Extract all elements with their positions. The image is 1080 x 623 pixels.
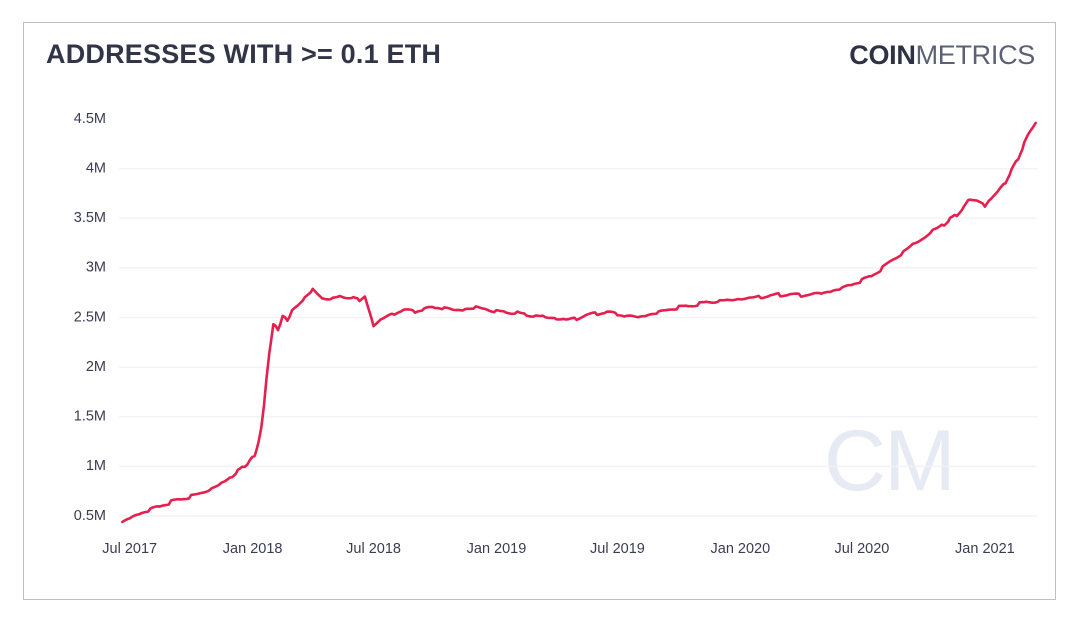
y-axis-tick-label: 4M — [86, 160, 106, 176]
series-group — [121, 121, 1037, 524]
x-axis-tick-label: Jan 2021 — [955, 541, 1015, 557]
y-axis-tick-label: 3M — [86, 260, 106, 276]
logo-coin-text: COIN — [849, 40, 916, 70]
x-axis-tick-label: Jul 2017 — [102, 541, 157, 557]
line-chart: 0.5M 1M 1.5M 2M 2.5M 3M 3.5M 4M 4.5M Jul 2017 Jan… — [74, 111, 1037, 557]
series-line-1 — [121, 121, 1037, 524]
y-axis-tick-label: 2.5M — [74, 309, 106, 325]
y-axis-tick-label: 1.5M — [74, 409, 106, 425]
x-axis-tick-label: Jul 2018 — [346, 541, 401, 557]
page-title: ADDRESSES WITH >= 0.1 ETH — [46, 39, 442, 69]
chart-card: ADDRESSES WITH >= 0.1 ETH COINMETRICS CM… — [23, 22, 1056, 600]
cm-watermark: CM — [824, 413, 956, 509]
x-axis-tick-label: Jan 2019 — [467, 541, 527, 557]
y-axis-tick-label: 0.5M — [74, 508, 106, 524]
y-axis-labels-group: 0.5M 1M 1.5M 2M 2.5M 3M 3.5M 4M 4.5M — [74, 111, 106, 524]
x-axis-tick-label: Jul 2020 — [835, 541, 890, 557]
x-axis-labels-group: Jul 2017 Jan 2018 Jul 2018 Jan 2019 Jul 2019… — [102, 541, 1014, 557]
x-axis-tick-label: Jan 2020 — [711, 541, 771, 557]
y-axis-tick-label: 4.5M — [74, 111, 106, 127]
y-axis-tick-label: 1M — [86, 458, 106, 474]
x-axis-tick-label: Jan 2018 — [223, 541, 283, 557]
x-axis-tick-label: Jul 2019 — [590, 541, 645, 557]
y-axis-tick-label: 3.5M — [74, 210, 106, 226]
plot-area: CM 0.5M 1M 1.5M 2M 2.5M 3M 3.5M 4M 4.5M Jul 2017… — [24, 23, 1057, 601]
logo-metrics-text: METRICS — [915, 40, 1036, 70]
gridlines-group — [119, 167, 1037, 517]
y-axis-tick-label: 2M — [86, 359, 106, 375]
coinmetrics-logo: COINMETRICS — [849, 42, 1035, 69]
